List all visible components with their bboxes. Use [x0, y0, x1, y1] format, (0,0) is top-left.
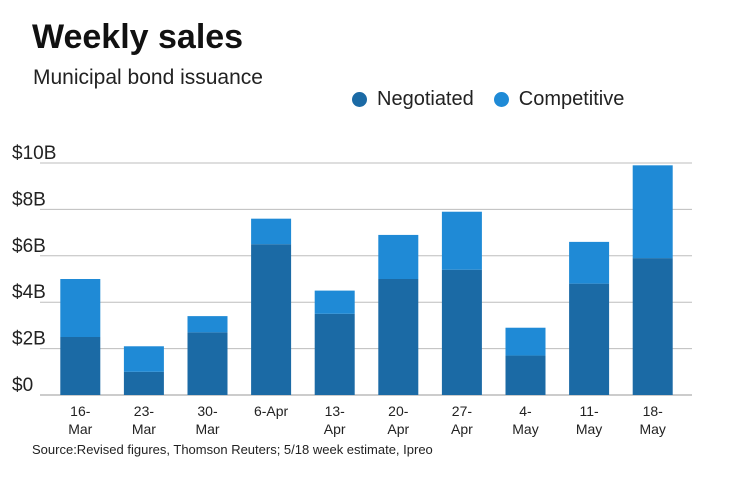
- bar-competitive-4: [314, 290, 355, 314]
- x-tick-label: 16-: [70, 403, 91, 419]
- x-tick-label: May: [576, 421, 602, 437]
- x-tick-label: 27-: [452, 403, 473, 419]
- x-tick-label: Apr: [451, 421, 473, 437]
- legend-item-competitive: Competitive: [493, 88, 625, 111]
- y-tick-label: $6B: [12, 236, 46, 257]
- bar-competitive-9: [632, 165, 673, 259]
- bar-negotiated-5: [378, 279, 419, 395]
- bar-negotiated-4: [314, 313, 355, 395]
- y-tick-label: $4B: [12, 282, 46, 303]
- chart-subtitle: Municipal bond issuance: [33, 66, 263, 89]
- bar-negotiated-6: [441, 269, 482, 395]
- x-tick-label: 18-: [643, 403, 664, 419]
- legend-label-competitive: Competitive: [518, 88, 625, 110]
- y-tick-label: $2B: [12, 329, 46, 350]
- bar-negotiated-3: [251, 244, 292, 395]
- x-tick-label: Apr: [387, 421, 409, 437]
- legend: Negotiated Competitive: [352, 88, 644, 111]
- x-tick-label: 6-Apr: [254, 403, 289, 419]
- legend-label-negotiated: Negotiated: [377, 88, 474, 110]
- bar-competitive-5: [378, 234, 419, 279]
- bar-competitive-7: [505, 327, 546, 356]
- bar-negotiated-1: [123, 371, 164, 395]
- x-tick-label: Mar: [195, 421, 219, 437]
- bar-negotiated-0: [60, 337, 101, 395]
- x-tick-label: 4-: [519, 403, 532, 419]
- x-tick-label: 11-: [579, 403, 599, 419]
- chart-title: Weekly sales: [32, 18, 244, 56]
- bar-competitive-1: [123, 346, 164, 372]
- bar-competitive-6: [441, 211, 482, 270]
- bar-negotiated-7: [505, 355, 546, 395]
- x-tick-label: May: [639, 421, 665, 437]
- x-tick-label: 23-: [134, 403, 155, 419]
- bar-negotiated-9: [632, 258, 673, 395]
- source-note: Source:Revised figures, Thomson Reuters;…: [32, 442, 433, 457]
- bar-competitive-2: [187, 316, 228, 333]
- x-tick-label: 20-: [388, 403, 409, 419]
- legend-item-negotiated: Negotiated: [352, 88, 474, 111]
- bar-negotiated-2: [187, 332, 228, 395]
- x-tick-label: Mar: [68, 421, 92, 437]
- bar-competitive-8: [569, 241, 610, 284]
- bar-competitive-0: [60, 279, 101, 337]
- x-tick-label: 13-: [325, 403, 346, 419]
- legend-swatch-competitive: [493, 92, 509, 107]
- x-tick-label: Mar: [132, 421, 156, 437]
- bar-negotiated-8: [569, 283, 610, 395]
- x-tick-label: Apr: [324, 421, 346, 437]
- legend-swatch-negotiated: [352, 92, 367, 107]
- y-tick-label: $0: [12, 375, 33, 396]
- bar-competitive-3: [251, 218, 292, 245]
- x-tick-label: May: [512, 421, 538, 437]
- y-tick-label: $8B: [12, 189, 46, 210]
- y-tick-label: $10B: [12, 143, 56, 164]
- x-tick-label: 30-: [197, 403, 218, 419]
